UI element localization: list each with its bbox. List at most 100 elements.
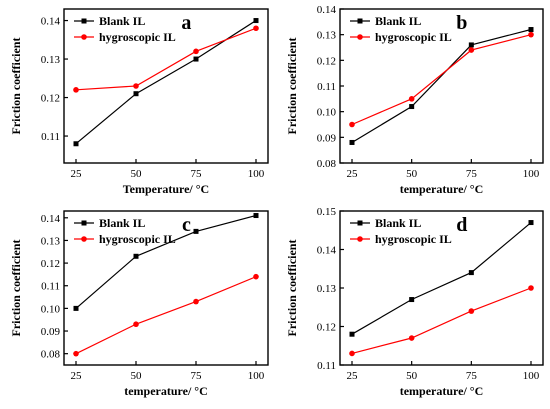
x-tick-label: 25 [71,370,83,382]
data-point-blank-il [528,27,534,33]
y-tick-label: 0.12 [317,55,336,67]
legend-label: Blank IL [375,216,421,230]
x-tick-label: 75 [466,370,478,382]
series-line-blank-il [351,222,532,335]
y-tick-label: 0.08 [317,158,337,170]
panel-c: 0.08 0.09 0.10 0.11 0.12 0.13 0.14 25 50 75 100 tem… [9,210,269,398]
data-point-hygroscopic-il [468,308,475,314]
series-line-blank-il [75,214,257,309]
plot-frame [63,210,269,366]
y-tick-label: 0.13 [41,54,61,66]
panel-a: 0.11 0.12 0.13 0.14 25 50 75 100 Temperature/ °C… [9,8,269,196]
series-line-hygroscopic-il [75,27,257,91]
plot-frame [63,8,269,164]
y-tick-label: 0.10 [41,303,61,315]
y-tick-label: 0.09 [317,132,337,144]
y-axis-label: Friction coefficient [9,240,23,337]
data-point-hygroscopic-il [253,25,259,32]
data-point-hygroscopic-il [73,87,79,93]
y-tick-label: 0.14 [41,213,61,225]
series-line-hygroscopic-il [351,287,532,354]
legend-marker-square [81,220,87,226]
data-point-blank-il [468,42,474,48]
data-point-blank-il [133,91,139,97]
y-tick-label: 0.14 [317,245,337,257]
y-tick-label: 0.10 [317,107,337,119]
legend-marker-square [357,220,363,226]
legend-marker-circle [357,236,363,242]
data-point-blank-il [528,220,534,226]
x-tick-label: 100 [248,168,265,180]
panel-d: 0.11 0.12 0.13 0.14 0.15 25 50 75 100 temperature… [285,206,544,398]
data-point-hygroscopic-il [408,96,415,102]
y-axis-label: Friction coefficient [285,240,299,337]
x-tick-label: 25 [347,168,359,180]
data-point-hygroscopic-il [349,350,355,357]
y-tick-label: 0.11 [317,360,336,372]
x-tick-label: 50 [406,168,418,180]
x-axis-label: temperature/ °C [400,182,484,196]
data-point-hygroscopic-il [528,285,534,291]
x-axis-label: temperature/ °C [400,384,484,398]
data-point-hygroscopic-il [468,47,475,53]
x-tick-label: 25 [347,370,359,382]
data-point-blank-il [253,213,259,219]
panel-letter: b [456,12,467,34]
data-point-hygroscopic-il [349,121,355,128]
y-tick-label: 0.12 [41,93,60,105]
panel-letter: c [182,214,191,236]
y-tick-label: 0.14 [317,4,337,16]
y-tick-label: 0.13 [317,283,337,295]
x-tick-label: 100 [248,370,265,382]
x-axis-label: temperature/ °C [124,384,208,398]
data-point-hygroscopic-il [528,31,534,38]
data-point-hygroscopic-il [253,273,259,280]
series-line-blank-il [351,28,532,144]
data-point-blank-il [193,56,199,62]
y-tick-label: 0.13 [317,30,337,42]
x-axis-label: Temperature/ °C [123,182,209,196]
y-tick-label: 0.13 [41,235,61,247]
legend-marker-circle [81,34,87,40]
series-line-hygroscopic-il [351,34,532,126]
data-point-blank-il [468,270,474,276]
data-point-hygroscopic-il [133,321,139,328]
data-point-hygroscopic-il [73,350,79,357]
x-tick-label: 100 [523,168,540,180]
x-tick-label: 75 [191,168,203,180]
panel-letter: a [181,12,191,34]
y-tick-label: 0.15 [317,206,337,218]
y-tick-label: 0.09 [41,326,61,338]
data-point-blank-il [349,331,355,337]
data-point-hygroscopic-il [408,335,415,341]
y-axis-label: Friction coefficient [9,38,23,135]
legend-label: hygroscopic IL [375,232,452,246]
data-point-blank-il [73,141,79,147]
legend-label: Blank IL [99,14,145,28]
data-point-hygroscopic-il [193,298,199,305]
y-tick-label: 0.11 [41,131,60,143]
x-tick-label: 50 [131,168,143,180]
data-point-blank-il [73,305,79,311]
x-tick-label: 75 [191,370,203,382]
legend-marker-square [357,18,363,24]
data-point-hygroscopic-il [133,83,139,89]
series-line-hygroscopic-il [75,276,257,355]
data-point-blank-il [409,297,415,303]
legend-marker-circle [81,236,87,242]
y-tick-label: 0.12 [41,258,60,270]
y-tick-label: 0.12 [317,322,336,334]
legend-marker-circle [357,34,363,40]
y-tick-label: 0.08 [41,349,61,361]
legend-label: hygroscopic IL [99,232,176,246]
data-point-blank-il [133,253,139,259]
y-tick-label: 0.11 [317,81,336,93]
y-axis-label: Friction coefficient [285,38,299,135]
data-point-blank-il [349,139,355,145]
panel-letter: d [456,214,467,236]
legend-label: Blank IL [99,216,145,230]
x-tick-label: 25 [71,168,83,180]
legend-label: hygroscopic IL [99,30,176,44]
legend-label: Blank IL [375,14,421,28]
